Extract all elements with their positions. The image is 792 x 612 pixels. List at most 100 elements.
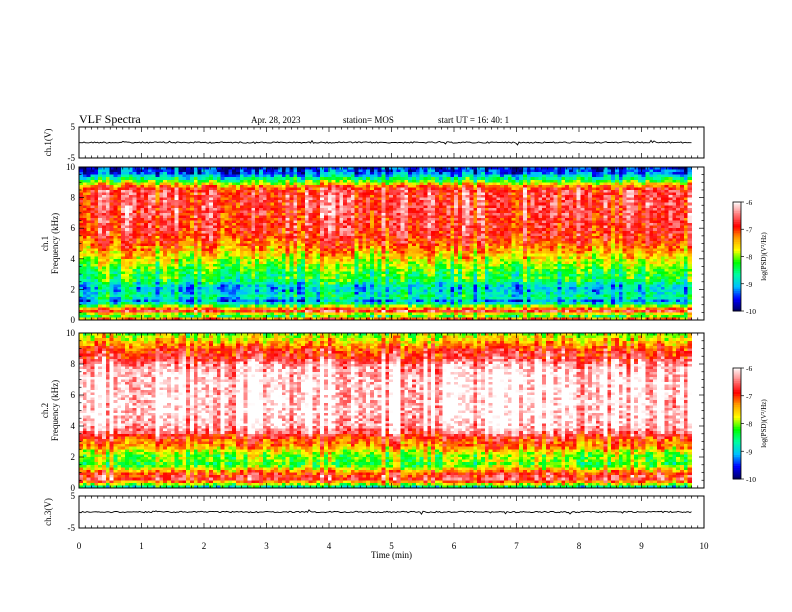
ch1-spectrogram-cell [79, 167, 84, 170]
ch1-spectrogram-cell [258, 172, 264, 176]
ch1-spectrogram-cell [128, 202, 133, 206]
ch1-spectrogram-cell [193, 200, 199, 204]
ch1-spectrogram-cell [492, 205, 497, 209]
ch1-spectrogram-cell [660, 212, 666, 216]
ch1-spectrogram-cell [377, 212, 382, 216]
ch1-spectrogram-cell [500, 169, 505, 173]
ch1-spectrogram-cell [381, 184, 386, 188]
ch1-spectrogram-cell [461, 177, 467, 181]
ch1-spectrogram-cell [591, 195, 597, 198]
ch1-spectrogram-cell [549, 218, 555, 221]
ch1-spectrogram-cell [251, 233, 256, 237]
ch1-spectrogram-cell [630, 179, 635, 183]
ch1-spectrogram-cell [86, 210, 91, 214]
ch1-spectrogram-cell [320, 240, 325, 244]
ch1-spectrogram-cell [190, 233, 195, 237]
ch1-spectrogram-cell [155, 225, 160, 229]
ch1-spectrogram-cell [569, 202, 574, 206]
ch1-spectrogram-cell [538, 228, 543, 232]
ch1-spectrogram-cell [258, 169, 264, 173]
ch1-spectrogram-cell [113, 235, 118, 239]
ch1-spectrogram-cell [228, 195, 233, 198]
ch1-spectrogram-cell [79, 189, 84, 193]
ch1-spectrogram-cell [488, 189, 493, 193]
ch1-spectrogram-cell [174, 218, 179, 221]
ch1-spectrogram-cell [676, 223, 681, 227]
ch1-spectrogram-cell [473, 240, 478, 244]
ch1-spectrogram-cell [626, 179, 631, 183]
ch1-spectrogram-cell [580, 218, 585, 221]
ch1-spectrogram-cell [220, 220, 225, 224]
ch1-spectrogram-cell [113, 174, 118, 178]
ch1-spectrogram-cell [523, 184, 528, 188]
ch1-spectrogram-cell [163, 238, 168, 242]
ch1-spectrogram-cell [216, 218, 222, 221]
ch1-spectrogram-cell [190, 230, 195, 234]
ch1-spectrogram-cell [400, 225, 405, 229]
ch1-spectrogram-cell [366, 215, 371, 219]
ch1-spectrogram-cell [366, 225, 371, 229]
ch1-spectrogram-cell [186, 179, 191, 183]
ch1-spectrogram-cell [113, 225, 118, 229]
ch1-spectrogram-cell [461, 197, 467, 201]
ch1-spectrogram-cell [634, 233, 639, 237]
ch1-spectrogram-cell [595, 235, 601, 239]
ch1-spectrogram-cell [542, 240, 547, 244]
ch1-spectrogram-cell [339, 182, 344, 186]
ch1-spectrogram-cell [507, 205, 512, 209]
ch1-spectrogram-cell [163, 174, 168, 178]
ch1-spectrogram-cell [530, 172, 535, 176]
ch1-spectrogram-cell [687, 174, 692, 178]
ch1-spectrogram-cell [549, 238, 555, 242]
ch1-spectrogram-cell [308, 195, 313, 198]
ch1-spectrogram-cell [622, 233, 627, 237]
ch1-spectrogram-cell [354, 202, 359, 206]
ch1-spectrogram-cell [224, 167, 229, 170]
ch1-spectrogram-cell [136, 207, 141, 211]
ch1-spectrogram-cell [316, 197, 321, 201]
ch1-spectrogram-cell [163, 235, 168, 239]
ch1-spectrogram-cell [588, 235, 593, 239]
ch1-spectrogram-cell [301, 197, 306, 201]
ch1-spectrogram-cell [473, 177, 478, 181]
ch1-spectrogram-cell [408, 195, 413, 198]
ch1-spectrogram-cell [634, 192, 639, 196]
ch1-spectrogram-cell [419, 200, 424, 204]
ch1-spectrogram-cell [435, 200, 440, 204]
ch1-spectrogram-cell [105, 218, 111, 221]
ch1-spectrogram-cell [190, 197, 195, 201]
ch1-spectrogram-cell [369, 177, 375, 181]
ch1-spectrogram-cell [293, 189, 298, 193]
ch1-spectrogram-cell [354, 174, 359, 178]
ch1-spectrogram-cell [327, 187, 333, 191]
ch1-spectrogram-cell [369, 187, 375, 191]
ch1-spectrogram-cell [549, 174, 555, 178]
ch1-spectrogram-cell [484, 230, 490, 234]
ch1-spectrogram-cell [331, 200, 336, 204]
ch1-spectrogram-cell [105, 235, 111, 239]
ch1-spectrogram-cell [243, 189, 248, 193]
ch1-spectrogram-cell [232, 228, 237, 232]
ch1-spectrogram-cell [435, 215, 440, 219]
ch1-spectrogram-cell [170, 200, 176, 204]
ch1-spectrogram-cell [534, 223, 539, 227]
ch1-spectrogram-cell [178, 187, 183, 191]
ch1-spectrogram-cell [649, 189, 654, 193]
ch1-spectrogram-cell [477, 174, 482, 178]
ch1-spectrogram-cell [132, 223, 137, 227]
ch1-spectrogram-cell [193, 184, 199, 188]
ch1-spectrogram-cell [377, 184, 382, 188]
ch1-spectrogram-cell [320, 225, 325, 229]
ch1-spectrogram-cell [580, 200, 585, 204]
ch1-spectrogram-cell [519, 169, 524, 173]
ch1-spectrogram-cell [174, 230, 179, 234]
ch1-spectrogram-cell [496, 218, 501, 221]
ch1-spectrogram-cell [473, 218, 478, 221]
ch1-spectrogram-cell [595, 210, 601, 214]
ch1-spectrogram-cell [438, 187, 444, 191]
ch1-spectrogram-cell [542, 192, 547, 196]
ch1-spectrogram-cell [327, 182, 333, 186]
ch1-spectrogram-cell [569, 228, 574, 232]
ch1-spectrogram-cell [124, 197, 130, 201]
ch1-spectrogram-cell [362, 189, 367, 193]
